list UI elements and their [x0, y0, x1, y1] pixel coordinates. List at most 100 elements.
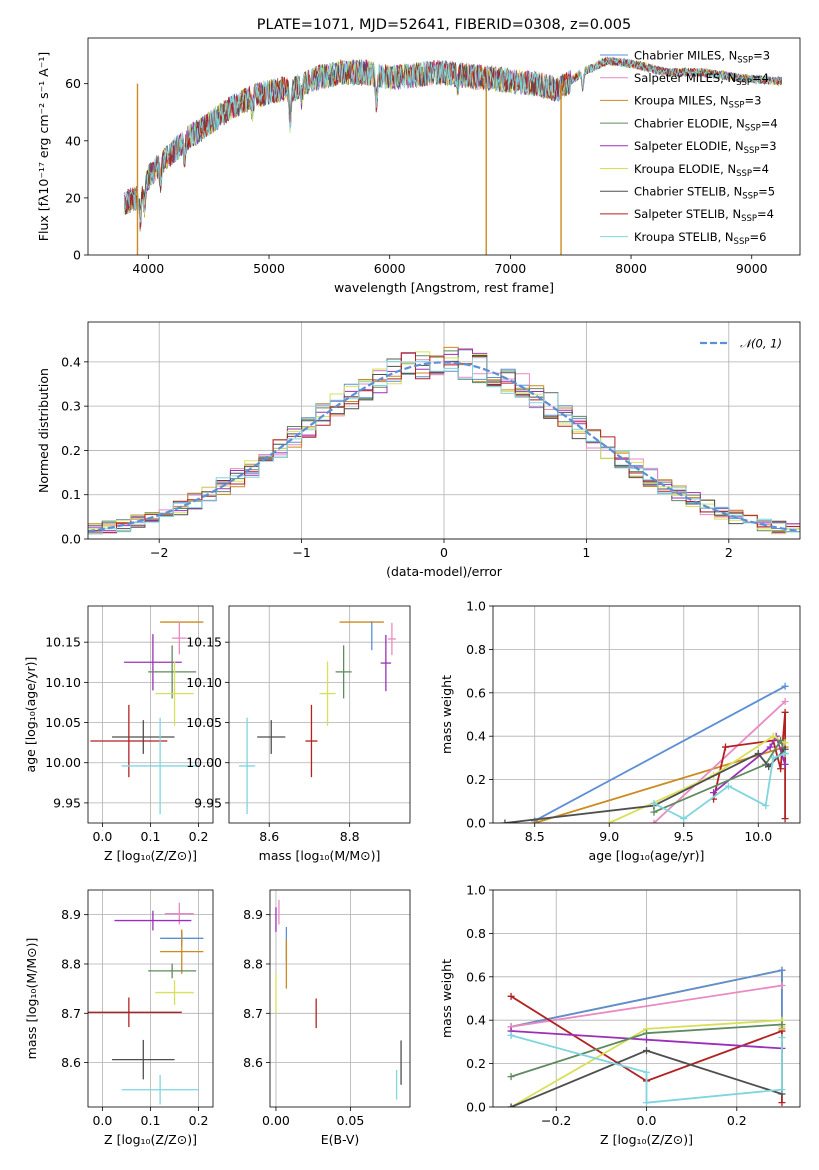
mass-weight-marker: [650, 808, 658, 816]
errorbar-point: [319, 661, 336, 726]
mass-weight-marker: [650, 819, 658, 823]
mass-weight-series: [608, 735, 786, 823]
y-axis-label: Normed distribution: [36, 368, 51, 493]
x-tick-label: 1: [582, 545, 590, 560]
mass-weight-marker: [781, 739, 789, 747]
mass-weight-marker: [710, 789, 718, 797]
errorbar-point: [155, 980, 194, 1005]
mass-weight-marker: [680, 815, 688, 823]
x-axis-label: Z [log₁₀(Z/Z⊙)]: [600, 1132, 693, 1147]
y-tick-label: 1.0: [466, 883, 486, 898]
errorbar-point: [112, 720, 175, 754]
axes-frame: [87, 889, 214, 1108]
errorbar-point: [88, 997, 182, 1028]
y-tick-label: 10.10: [45, 675, 81, 690]
x-tick-label: 0.05: [337, 1113, 365, 1128]
y-tick-label: 0.0: [466, 816, 486, 831]
y-tick-label: 0.0: [61, 532, 81, 547]
axes-frame: [228, 605, 411, 824]
y-tick-label: 10.00: [186, 755, 222, 770]
errorbar-point: [112, 1039, 175, 1080]
y-tick-label: 8.8: [243, 956, 263, 971]
y-tick-label: 8.9: [61, 907, 81, 922]
x-tick-label: 6000: [374, 261, 406, 276]
y-axis-label: Flux [fλ10⁻¹⁷ erg cm⁻² s⁻¹ A⁻¹]: [36, 52, 51, 241]
x-axis-label: E(B-V): [321, 1132, 360, 1147]
y-tick-label: 8.6: [243, 1055, 263, 1070]
y-tick-label: 0.2: [466, 1056, 486, 1071]
mass-weight-series: [653, 752, 786, 820]
mass-weight-marker: [605, 819, 613, 823]
x-tick-label: 2: [725, 545, 733, 560]
errorbar-point: [148, 963, 197, 979]
massweight-vs-age-axes: 8.5 9.0 9.5 10.0 0.0 0.2 0.4 0.6 0.8 1.0 age [log₁…: [439, 599, 801, 863]
mass-weight-series: [534, 746, 786, 823]
x-axis-label: Z [log₁₀(Z/Z⊙)]: [104, 1132, 197, 1147]
y-tick-label: 9.95: [194, 795, 222, 810]
x-axis-label: Z [log₁₀(Z/Z⊙)]: [104, 848, 197, 863]
mass-weight-marker: [507, 992, 515, 1000]
legend-entry: Chabrier STELIB, NSSP=5: [634, 185, 775, 202]
x-tick-label: 0.1: [141, 829, 161, 844]
legend-entry: 𝒩(0, 1): [740, 337, 782, 351]
mass-vs-Z-plot-area: [88, 902, 204, 1105]
x-axis-label: (data-model)/error: [386, 564, 503, 579]
age-vs-Z-axes: 0.0 0.1 0.2 9.95 10.00 10.05 10.10 10.15 Z [log₁…: [23, 605, 214, 863]
residuals-plot-area: [88, 346, 800, 535]
y-axis-label: mass [log₁₀(M/M⊙)]: [24, 938, 39, 1060]
y-tick-label: 10.15: [45, 635, 81, 650]
age-vs-mass-plot-area: [239, 621, 396, 815]
y-tick-label: 0.8: [466, 642, 486, 657]
spectrum-axes: 4000 5000 6000 7000 8000 9000 0 20 40 60 wavelengt…: [36, 37, 801, 295]
x-tick-label: 5000: [253, 261, 285, 276]
y-tick-label: 10.05: [45, 715, 81, 730]
errorbar-point: [114, 910, 192, 931]
y-tick-label: 10.05: [186, 715, 222, 730]
errorbar-point: [172, 622, 187, 655]
mass-weight-marker: [754, 750, 762, 758]
residuals-axes: −2 −1 0 1 2 0.0 0.1 0.2 0.3 0.4 (data-model)/error…: [36, 321, 801, 579]
mass-weight-marker: [507, 1103, 515, 1107]
y-tick-label: 0: [73, 248, 81, 263]
y-tick-label: 8.6: [61, 1055, 81, 1070]
normal-reference-curve: [88, 361, 798, 533]
y-tick-label: 60: [65, 76, 81, 91]
x-tick-label: 9000: [736, 261, 768, 276]
y-tick-label: 0.6: [466, 969, 486, 984]
y-tick-label: 0.4: [466, 729, 486, 744]
mass-weight-marker: [721, 743, 729, 751]
x-tick-label: 0.0: [637, 1113, 657, 1128]
y-tick-label: 0.4: [61, 354, 81, 369]
axes-frame: [87, 321, 801, 540]
massweight-vs-age-plot-area: [501, 682, 789, 823]
legend-entry: Salpeter ELODIE, NSSP=3: [634, 139, 777, 156]
x-tick-label: 0.0: [92, 829, 112, 844]
mass-weight-marker: [766, 743, 774, 751]
age-vs-Z-plot-area: [90, 621, 204, 815]
mass-weight-marker: [781, 760, 789, 768]
mass-weight-marker: [724, 782, 732, 790]
axes-frame: [87, 37, 801, 256]
y-tick-label: 8.8: [61, 956, 81, 971]
legend-entry: Kroupa STELIB, NSSP=6: [634, 230, 766, 247]
mass-weight-marker: [769, 732, 777, 740]
x-tick-label: 10.0: [744, 829, 772, 844]
mass-weight-marker: [778, 981, 786, 989]
errorbar-point: [160, 929, 204, 974]
y-tick-label: 40: [65, 133, 81, 148]
mass-weight-marker: [778, 1021, 786, 1029]
y-tick-label: 0.4: [466, 1013, 486, 1028]
histogram-series: [88, 352, 800, 534]
mass-weight-marker: [778, 1099, 786, 1107]
x-tick-label: 0.2: [727, 1113, 747, 1128]
y-tick-label: 1.0: [466, 599, 486, 614]
y-tick-label: 10.00: [45, 755, 81, 770]
mass-weight-series: [713, 733, 786, 794]
x-tick-label: 4000: [132, 261, 164, 276]
massweight-vs-Z-plot-area: [507, 966, 786, 1107]
y-tick-label: 10.10: [186, 675, 222, 690]
mass-weight-marker: [781, 708, 789, 716]
mass-weight-marker: [781, 682, 789, 690]
axes-frame: [87, 605, 214, 824]
